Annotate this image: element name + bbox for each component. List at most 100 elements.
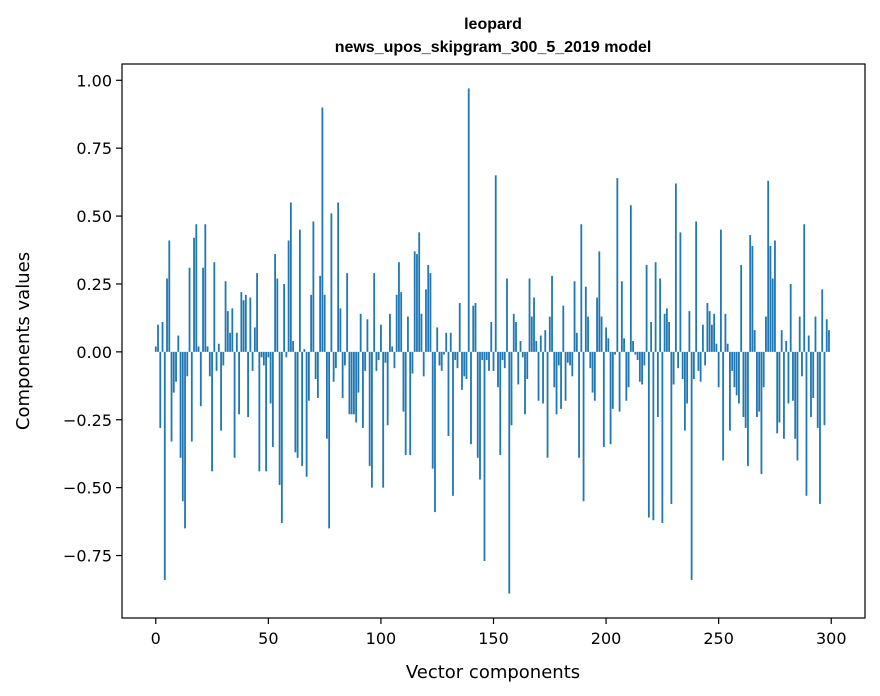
bar-145: [481, 351, 484, 361]
bar-71: [314, 351, 317, 380]
bar-275: [774, 240, 776, 352]
bar-131: [449, 332, 452, 352]
bar-206: [618, 351, 621, 412]
bar-30: [222, 351, 225, 366]
bar-138: [465, 351, 468, 380]
bar-69: [310, 294, 313, 352]
bar-75: [323, 294, 326, 352]
bar-256: [731, 351, 734, 371]
bar-9: [175, 351, 177, 382]
bar-62: [294, 351, 297, 453]
bar-101: [382, 351, 385, 488]
bar-149: [490, 321, 493, 352]
bar-218: [645, 264, 648, 352]
bar-173: [544, 330, 547, 352]
bar-21: [202, 267, 204, 352]
bar-290: [807, 335, 810, 352]
bar-212: [632, 341, 634, 352]
bar-175: [548, 316, 551, 352]
bar-109: [400, 292, 403, 352]
bar-243: [701, 324, 704, 352]
bar-240: [695, 221, 698, 352]
bar-201: [607, 338, 610, 352]
bar-174: [546, 351, 549, 458]
x-axis-label: Vector components: [406, 662, 580, 683]
bar-230: [672, 351, 675, 385]
bar-203: [611, 351, 614, 409]
bar-114: [411, 351, 414, 374]
bar-52: [271, 351, 274, 447]
bar-115: [413, 251, 416, 352]
x-tick-label: 150: [478, 629, 509, 648]
bar-179: [557, 351, 560, 366]
bar-242: [699, 351, 702, 382]
bar-194: [591, 351, 594, 393]
bar-195: [593, 351, 596, 401]
bar-279: [783, 351, 785, 439]
bar-74: [321, 107, 324, 352]
bar-252: [722, 351, 725, 461]
bar-93: [364, 351, 367, 371]
bar-157: [508, 351, 511, 594]
bar-154: [501, 351, 504, 361]
bar-196: [596, 297, 598, 352]
bar-70: [312, 221, 315, 352]
bar-241: [697, 351, 700, 371]
bar-208: [623, 338, 625, 352]
bar-207: [620, 281, 623, 352]
bar-286: [798, 316, 801, 352]
bar-150: [492, 351, 495, 371]
bar-32: [226, 311, 229, 352]
bar-96: [371, 351, 373, 488]
y-tick-label: −0.75: [63, 547, 112, 566]
bar-82: [339, 308, 342, 352]
bar-2: [159, 351, 162, 428]
bar-5: [166, 278, 168, 352]
bar-135: [458, 302, 461, 352]
bar-294: [816, 351, 819, 428]
bar-244: [704, 351, 707, 366]
bar-151: [494, 175, 497, 352]
bar-87: [350, 351, 353, 415]
bar-159: [512, 313, 515, 352]
bar-102: [384, 351, 387, 363]
bar-296: [821, 289, 824, 352]
y-tick-label: 0.50: [76, 207, 112, 226]
bar-89: [355, 351, 358, 423]
bar-86: [348, 351, 351, 415]
bar-167: [530, 316, 533, 352]
bar-185: [571, 351, 574, 377]
bar-142: [474, 302, 477, 352]
bar-88: [353, 351, 355, 415]
bar-177: [553, 351, 556, 388]
bar-148: [488, 351, 490, 371]
bar-84: [344, 351, 346, 366]
bar-73: [319, 275, 322, 352]
bar-188: [578, 351, 580, 458]
bar-198: [600, 316, 603, 352]
bar-8: [172, 351, 175, 393]
bar-273: [769, 245, 772, 352]
bar-220: [650, 321, 653, 352]
x-tick-label: 250: [703, 629, 734, 648]
x-tick-label: 100: [366, 629, 397, 648]
bar-297: [823, 351, 826, 426]
bar-233: [679, 232, 682, 352]
bar-120: [425, 289, 427, 352]
bar-92: [362, 351, 364, 428]
bar-99: [377, 351, 380, 361]
bar-293: [814, 316, 817, 352]
bar-31: [224, 281, 227, 352]
bar-264: [749, 235, 752, 352]
bar-98: [375, 351, 378, 371]
bar-10: [177, 335, 180, 352]
bar-216: [641, 351, 643, 385]
bar-118: [420, 313, 423, 352]
bar-3: [161, 321, 164, 352]
x-tick-label: 50: [258, 629, 278, 648]
bar-269: [760, 351, 763, 475]
bar-254: [726, 343, 729, 352]
bar-124: [434, 351, 436, 513]
bar-90: [357, 351, 360, 393]
